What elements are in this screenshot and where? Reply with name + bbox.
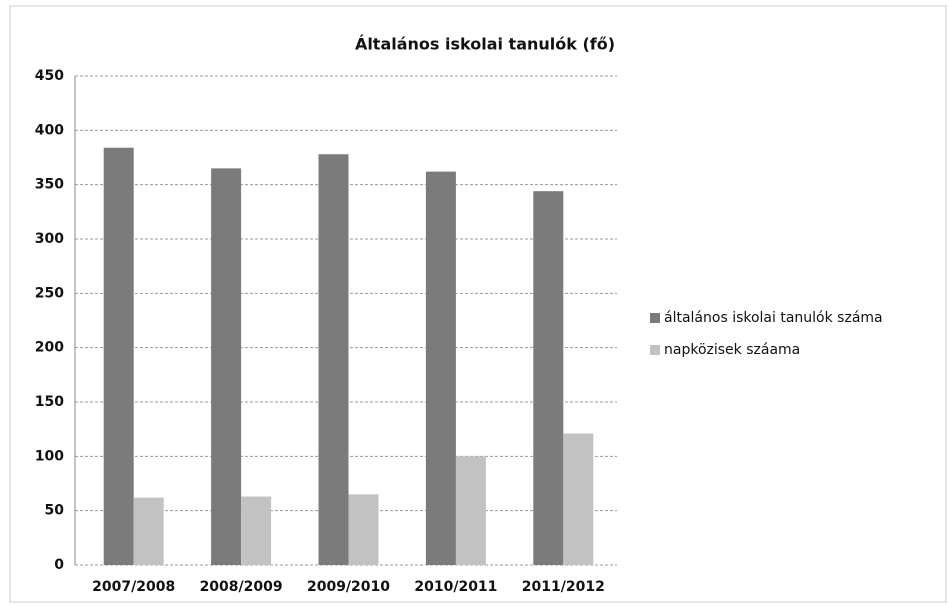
legend-label: napközisek száama [664,342,800,358]
y-tick-label: 100 [35,448,64,464]
x-tick-label: 2011/2012 [522,579,605,595]
x-tick-label: 2009/2010 [307,579,390,595]
y-tick-label: 50 [45,503,65,519]
bar [211,168,242,565]
bar [103,147,134,565]
bar [348,494,379,565]
bar [241,496,272,565]
chart-title: Általános iskolai tanulók (fő) [355,35,615,54]
bar [455,456,486,565]
bar [318,154,349,566]
y-tick-label: 0 [54,557,64,573]
bar [533,191,564,566]
bar [133,497,164,565]
x-tick-label: 2007/2008 [92,579,175,595]
y-tick-label: 400 [35,122,64,138]
bar [563,433,594,565]
legend-label: általános iskolai tanulók száma [664,310,883,326]
y-tick-label: 200 [35,340,64,356]
y-tick-label: 350 [35,177,64,193]
legend-swatch [650,313,660,323]
x-tick-label: 2010/2011 [414,579,497,595]
y-tick-label: 150 [35,394,64,410]
y-tick-label: 250 [35,285,64,301]
y-tick-label: 300 [35,231,64,247]
legend-swatch [650,345,660,355]
x-tick-label: 2008/2009 [200,579,283,595]
y-tick-label: 450 [35,68,64,84]
bar [425,171,456,566]
chart-border [9,5,947,603]
